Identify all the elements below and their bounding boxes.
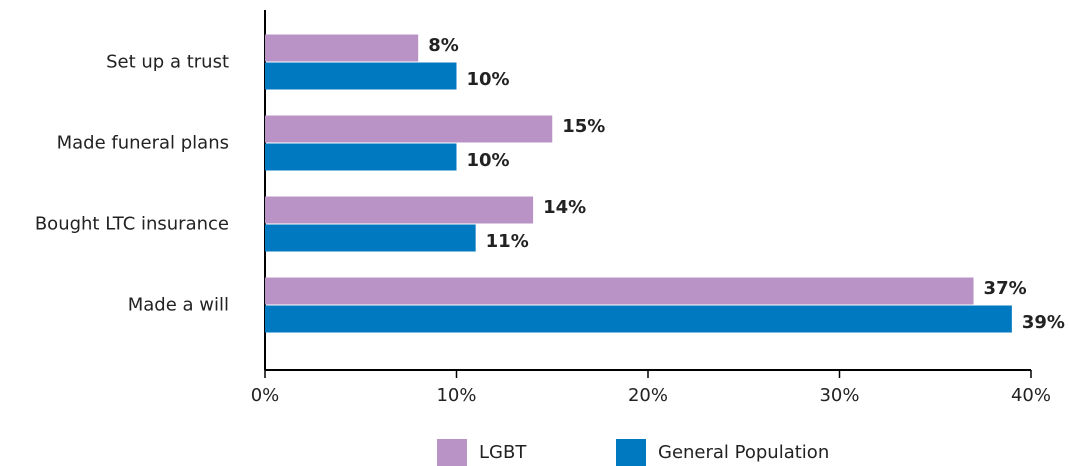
- legend-swatch: [437, 439, 467, 466]
- bar: [265, 62, 457, 90]
- data-label: 14%: [543, 197, 586, 218]
- data-label: 11%: [486, 231, 529, 252]
- legend-swatch: [616, 439, 646, 466]
- bar: [265, 277, 974, 305]
- y-tick-label: Made a will: [128, 295, 229, 316]
- bar: [265, 196, 534, 224]
- y-tick-label: Set up a trust: [106, 52, 229, 73]
- bar: [265, 305, 1012, 333]
- data-label: 39%: [1022, 312, 1065, 333]
- bar: [265, 115, 553, 143]
- data-label: 37%: [984, 278, 1027, 299]
- data-label: 15%: [562, 116, 605, 137]
- x-tick-label: 0%: [251, 385, 280, 406]
- x-tick-label: 10%: [436, 385, 476, 406]
- x-tick-label: 30%: [819, 385, 859, 406]
- y-tick-label: Bought LTC insurance: [35, 214, 229, 235]
- data-label: 10%: [467, 69, 510, 90]
- bar: [265, 224, 476, 252]
- bar: [265, 143, 457, 171]
- x-tick-label: 20%: [628, 385, 668, 406]
- bar: [265, 34, 419, 62]
- data-label: 8%: [428, 35, 459, 56]
- data-label: 10%: [467, 150, 510, 171]
- y-tick-label: Made funeral plans: [57, 133, 229, 154]
- legend-label: General Population: [658, 442, 829, 463]
- legend-label: LGBT: [479, 442, 527, 463]
- x-tick-label: 40%: [1011, 385, 1051, 406]
